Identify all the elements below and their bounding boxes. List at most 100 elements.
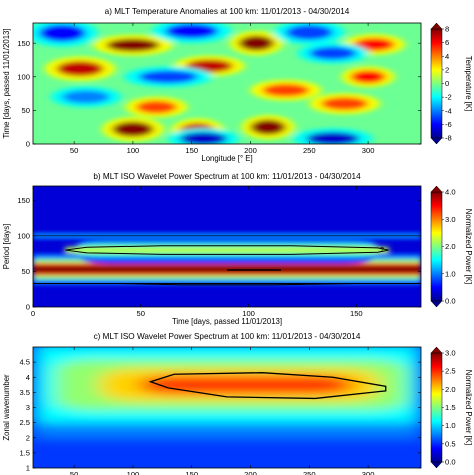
cold-anomaly <box>165 23 219 39</box>
y-tick-label: 2 <box>26 433 30 442</box>
warm-anomaly <box>262 83 310 97</box>
y-axis-label: Zonal wavenumber <box>2 374 11 441</box>
colorbar-tick-label: 2 <box>445 65 449 74</box>
colorbar-tick-label: -4 <box>445 106 452 115</box>
colorbar <box>430 352 443 463</box>
warm-anomaly <box>350 70 386 84</box>
colorbar <box>430 191 443 302</box>
warm-anomaly <box>238 35 275 51</box>
contour-label: ? <box>380 245 384 254</box>
heatmap-area <box>33 347 421 468</box>
contour-line <box>65 245 389 255</box>
colorbar-min-arrow <box>430 300 443 308</box>
x-tick-label: 150 <box>185 146 198 155</box>
cold-anomaly <box>179 132 227 144</box>
colorbar-max-arrow <box>430 185 443 193</box>
colorbar-tick-label: -6 <box>445 120 452 129</box>
colorbar-tick-label: 1.0 <box>445 269 456 278</box>
y-tick-label: 4.5 <box>19 358 30 367</box>
y-tick-label: 4 <box>26 373 30 382</box>
colorbar-tick-label: 4.0 <box>445 188 456 197</box>
warm-anomaly <box>135 100 178 114</box>
y-tick-label: 3 <box>26 403 30 412</box>
y-tick-label: 50 <box>22 106 30 115</box>
colorbar-tick-label: 3.0 <box>445 349 456 358</box>
colorbar-label: Temperature [K] <box>464 56 473 111</box>
y-tick-label: 2.5 <box>19 418 30 427</box>
colorbar-tick-label: 0.5 <box>445 439 456 448</box>
power-band <box>65 246 389 254</box>
colorbar-tick-label: 1.0 <box>445 421 456 430</box>
y-tick-label: 3.5 <box>19 388 30 397</box>
cold-anomaly <box>138 70 198 84</box>
x-tick-label: 300 <box>362 146 375 155</box>
y-tick-label: 150 <box>17 196 30 205</box>
power-band <box>33 265 421 273</box>
warm-anomaly <box>321 97 369 111</box>
colorbar-label: Normalized Power [K] <box>464 370 473 445</box>
y-axis-label: Time [days, passed 11/01/2013] <box>2 28 11 138</box>
warm-anomaly <box>112 121 154 137</box>
contour-lines: ? <box>33 235 421 286</box>
contour-lines <box>148 372 387 400</box>
colorbar-tick-label: 0.0 <box>445 297 456 306</box>
x-tick-label: 50 <box>70 146 78 155</box>
warm-anomaly <box>106 38 160 52</box>
y-tick-label: 1 <box>26 464 30 473</box>
cold-anomaly <box>309 46 357 60</box>
y-tick-label: 0 <box>26 303 30 312</box>
x-tick-label: 250 <box>303 146 316 155</box>
colorbar-tick-label: -2 <box>445 93 452 102</box>
y-tick-label: 0 <box>26 140 30 149</box>
chart-title: a) MLT Temperature Anomalies at 100 km: … <box>105 7 350 16</box>
y-tick-label: 50 <box>22 267 30 276</box>
x-tick-label: 50 <box>137 309 145 318</box>
x-tick-label: 50 <box>70 470 78 475</box>
panel-c: c) MLT ISO Wavelet Power Spectrum at 100… <box>2 332 473 475</box>
y-tick-label: 100 <box>17 231 30 240</box>
panel-b: ? b) MLT ISO Wavelet Power Spectrum at 10… <box>2 172 473 326</box>
cold-anomaly <box>62 90 110 104</box>
x-tick-label: 0 <box>31 309 35 318</box>
x-tick-label: 300 <box>362 470 375 475</box>
panel-a: a) MLT Temperature Anomalies at 100 km: … <box>2 7 473 163</box>
plot-frame <box>32 22 422 145</box>
colorbar-tick-label: -8 <box>445 134 452 143</box>
x-tick-label: 150 <box>350 309 363 318</box>
x-axis-label: Time [days, passed 11/01/2013] <box>172 317 282 326</box>
colorbar-max-arrow <box>430 22 443 30</box>
colorbar-tick-label: 8 <box>445 25 449 34</box>
colorbar-label: Normalized Power [K] <box>464 209 473 284</box>
x-tick-label: 200 <box>244 146 257 155</box>
heatmap-field <box>33 230 421 285</box>
x-tick-label: 100 <box>127 470 140 475</box>
warm-anomaly <box>353 38 395 51</box>
colorbar-max-arrow <box>430 346 443 354</box>
x-tick-label: 200 <box>244 470 257 475</box>
chart-title: c) MLT ISO Wavelet Power Spectrum at 100… <box>94 332 361 341</box>
colorbar-min-arrow <box>430 461 443 469</box>
warm-anomaly <box>250 119 286 135</box>
contour-line <box>148 372 387 400</box>
chart-title: b) MLT ISO Wavelet Power Spectrum at 100… <box>93 172 361 181</box>
colorbar-min-arrow <box>430 137 443 145</box>
colorbar-tick-label: 3.0 <box>445 215 456 224</box>
warm-anomaly <box>56 61 104 77</box>
colorbar <box>430 28 443 139</box>
y-tick-label: 1.5 <box>19 448 30 457</box>
x-axis-label: Longitude [° E] <box>201 154 252 163</box>
x-tick-label: 250 <box>303 470 316 475</box>
y-tick-label: 150 <box>17 39 30 48</box>
colorbar-tick-label: 4 <box>445 52 449 61</box>
colorbar-tick-label: 2.0 <box>445 242 456 251</box>
colorbar-tick-label: 0 <box>445 79 449 88</box>
colorbar-tick-label: 6 <box>445 38 449 47</box>
heatmap-field <box>33 23 405 144</box>
cold-anomaly <box>285 24 333 40</box>
colorbar-tick-label: 1.5 <box>445 403 456 412</box>
x-tick-label: 150 <box>185 470 198 475</box>
heatmap-area <box>33 23 421 144</box>
plot-frame <box>32 185 422 308</box>
contour-line <box>33 283 421 286</box>
